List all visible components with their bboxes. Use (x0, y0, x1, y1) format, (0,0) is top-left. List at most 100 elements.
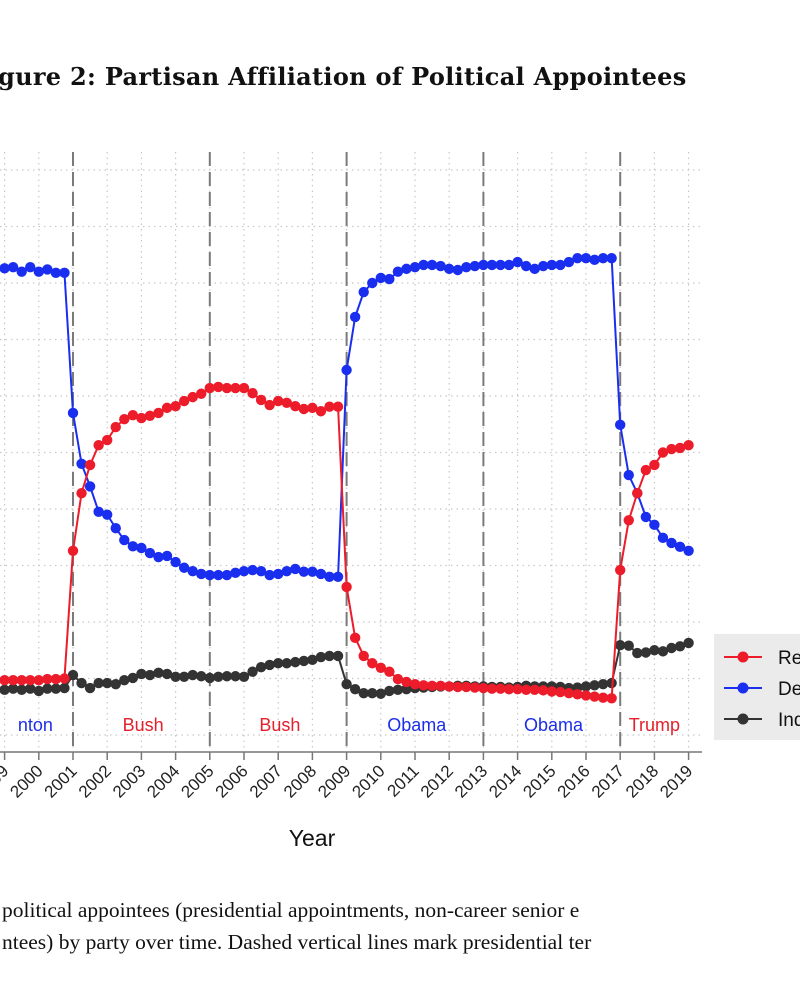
data-point (187, 669, 198, 681)
data-point (426, 680, 438, 692)
data-point (623, 515, 634, 526)
data-point (238, 565, 250, 577)
data-point (161, 668, 173, 680)
data-point (0, 674, 10, 686)
data-point (495, 683, 506, 694)
data-point (247, 666, 258, 677)
data-point (597, 678, 609, 690)
data-point (435, 260, 446, 272)
data-point (84, 459, 96, 471)
x-tick-label: 2005 (177, 761, 217, 801)
data-point (589, 691, 600, 702)
data-point (563, 687, 575, 699)
data-point (7, 683, 19, 694)
x-tick-label: 2004 (143, 761, 183, 801)
data-point (238, 671, 250, 683)
data-point (84, 481, 96, 492)
data-point (136, 542, 147, 554)
data-point (102, 509, 113, 520)
data-point (495, 259, 506, 271)
data-point (623, 469, 634, 481)
data-point (7, 261, 19, 273)
data-point (666, 443, 677, 455)
data-point (418, 259, 429, 271)
data-point (349, 632, 361, 644)
data-point (290, 400, 301, 412)
data-point (538, 685, 549, 696)
x-tick-label: 2002 (75, 761, 115, 801)
data-point (486, 683, 498, 694)
data-point (102, 677, 113, 689)
data-point (281, 565, 292, 577)
data-point (213, 671, 224, 683)
data-point (392, 673, 404, 685)
data-point (144, 410, 156, 421)
data-point (452, 681, 463, 693)
data-point (486, 259, 498, 271)
term-boundaries: nton Bush Bush Obama Obama Trump (18, 152, 680, 752)
data-point (196, 671, 207, 682)
data-point (657, 532, 669, 544)
data-point (50, 673, 62, 685)
data-point (25, 674, 36, 686)
data-point (230, 382, 241, 394)
data-point (315, 406, 327, 417)
data-point (247, 564, 258, 576)
data-point (255, 565, 267, 577)
data-point (76, 458, 87, 469)
data-point (76, 487, 87, 499)
data-point (213, 569, 224, 581)
data-point (264, 399, 275, 411)
data-point (290, 563, 301, 575)
data-point (187, 565, 198, 577)
data-point (264, 569, 275, 581)
data-point (273, 568, 284, 580)
data-point (615, 419, 626, 431)
data-point (204, 672, 215, 684)
data-point (332, 650, 344, 662)
data-point (529, 263, 540, 275)
data-point (358, 687, 369, 699)
data-point (110, 678, 121, 690)
data-point (358, 286, 369, 298)
data-point (67, 545, 79, 557)
legend-marker (737, 682, 749, 694)
data-point (384, 666, 395, 677)
data-point (538, 260, 549, 272)
data-point (461, 261, 472, 273)
data-point (392, 266, 404, 277)
data-point (520, 684, 532, 695)
data-point (93, 506, 104, 518)
data-point (170, 671, 181, 683)
data-point (435, 680, 446, 692)
x-tick-label: 2007 (246, 761, 286, 801)
data-point (281, 658, 292, 669)
legend-label: De (778, 679, 800, 700)
data-point (478, 259, 489, 271)
data-point (529, 684, 540, 695)
data-point (409, 678, 421, 690)
data-point (520, 260, 532, 272)
data-point (589, 254, 600, 266)
data-point (674, 442, 686, 454)
data-point (0, 263, 10, 274)
data-point (657, 447, 669, 458)
data-point (16, 266, 27, 277)
x-tick-label: 2016 (554, 761, 594, 801)
data-point (161, 550, 173, 562)
legend-marker (737, 713, 749, 725)
data-point (341, 678, 352, 690)
data-point (136, 412, 147, 424)
data-point (50, 683, 62, 694)
data-point (555, 259, 566, 271)
data-point (298, 403, 310, 415)
data-point (178, 395, 190, 407)
data-point (401, 263, 412, 275)
x-tick-label: 2018 (622, 761, 662, 801)
series-re (0, 381, 694, 704)
data-point (640, 511, 652, 523)
x-tick-label: 2015 (519, 761, 559, 801)
x-tick-label: 2006 (212, 761, 252, 801)
data-point (666, 537, 677, 549)
data-point (623, 640, 634, 651)
